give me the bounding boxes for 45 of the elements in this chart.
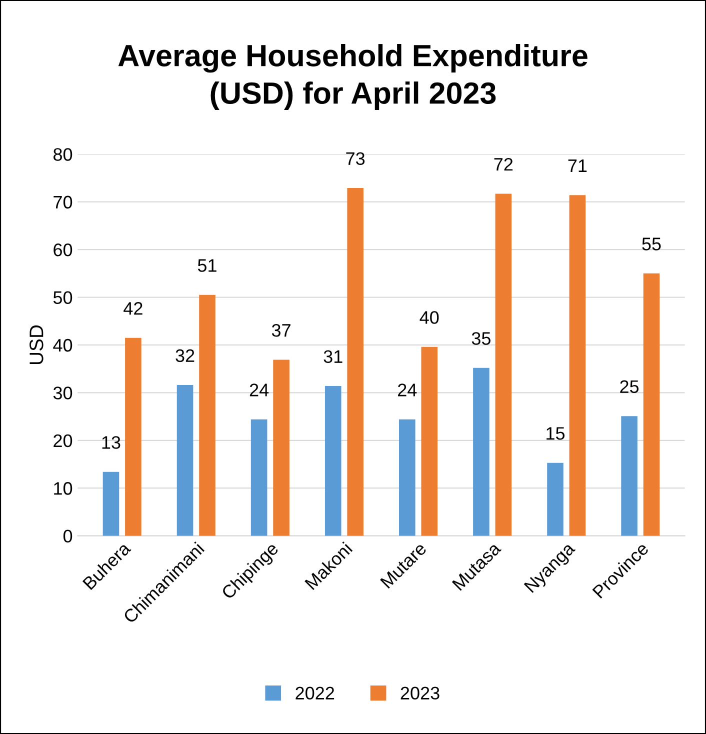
bar <box>250 419 268 536</box>
bar <box>421 346 438 536</box>
data-label: 72 <box>494 158 513 171</box>
y-tick-label: 0 <box>63 530 72 543</box>
bar <box>621 416 638 536</box>
y-tick-label: 40 <box>53 338 72 352</box>
bar <box>176 385 194 536</box>
data-label: 24 <box>398 384 417 396</box>
bar <box>547 462 564 536</box>
bar <box>495 194 512 536</box>
data-label: 73 <box>346 152 365 165</box>
data-label: 32 <box>176 349 194 362</box>
data-label: 13 <box>102 436 120 449</box>
data-label: 24 <box>250 384 269 396</box>
bar <box>324 386 342 536</box>
data-label: 71 <box>568 160 587 172</box>
bar <box>569 195 586 536</box>
data-label: 37 <box>272 324 290 337</box>
y-tick-label: 10 <box>54 482 72 495</box>
y-tick-label: 20 <box>54 434 72 448</box>
bar <box>102 472 120 536</box>
bar <box>199 294 216 536</box>
data-label: 42 <box>124 302 142 315</box>
legend-label: 2023 <box>400 686 440 700</box>
legend-label: 2022 <box>296 686 334 700</box>
chart-title: Average Household Expenditure (USD) for April 2023 <box>118 44 588 110</box>
data-label: 25 <box>620 380 639 394</box>
y-tick-label: 50 <box>53 291 72 304</box>
bar <box>399 419 416 536</box>
data-label: 55 <box>642 238 661 250</box>
y-axis-title: USD <box>30 325 44 364</box>
data-label: 40 <box>420 311 439 324</box>
y-tick-label: 60 <box>54 243 72 256</box>
bar <box>273 360 290 536</box>
data-label: 31 <box>324 350 342 363</box>
data-label: 15 <box>546 427 565 440</box>
bar <box>643 273 660 536</box>
y-tick-label: 30 <box>53 386 72 400</box>
bar <box>473 368 490 536</box>
bar <box>347 188 364 536</box>
y-tick-label: 70 <box>54 196 72 209</box>
y-tick-label: 80 <box>54 148 72 161</box>
bar <box>125 338 142 536</box>
data-label: 51 <box>198 259 216 272</box>
data-label: 35 <box>472 332 490 345</box>
